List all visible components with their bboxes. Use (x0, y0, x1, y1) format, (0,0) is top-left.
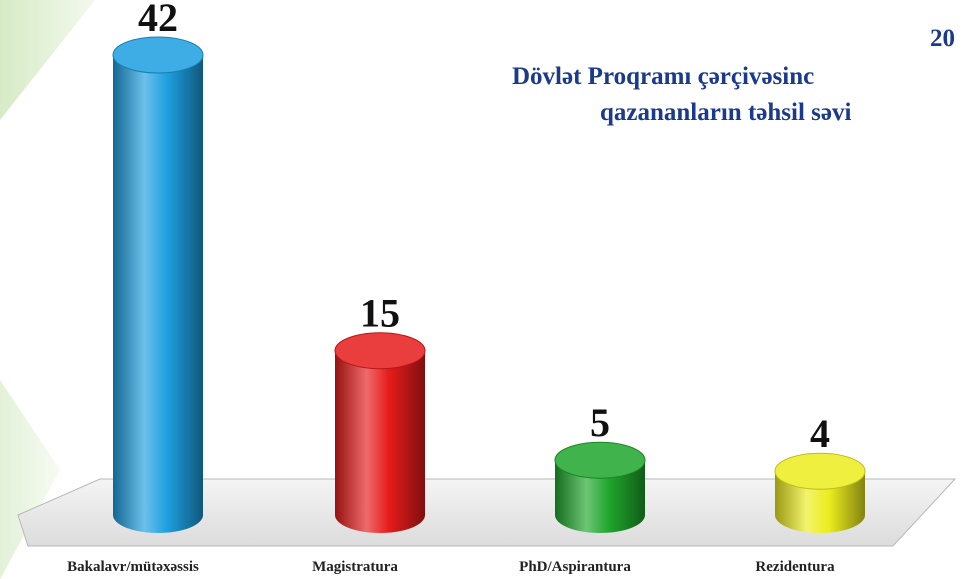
background-shape (0, 0, 95, 120)
background-shape (0, 380, 60, 579)
bar (335, 350, 425, 533)
x-tick-label: Magistratura (312, 559, 398, 575)
chart-title: 20 (930, 25, 955, 52)
value-label: 15 (360, 291, 400, 336)
x-tick-label: Rezidentura (755, 559, 835, 575)
x-tick-label: Bakalavr/mütəxəssis (67, 559, 199, 575)
bar-top (554, 441, 646, 479)
floor (17, 478, 957, 547)
bar-top (112, 36, 204, 74)
bar (113, 55, 203, 533)
value-label: 4 (810, 411, 830, 456)
chart-title: qazananların təhsil səvi (600, 99, 851, 126)
value-label: 42 (138, 0, 178, 40)
bar (555, 460, 645, 533)
value-label: 5 (590, 400, 610, 445)
chart-title: Dövlət Proqramı çərçivəsinc (512, 63, 814, 90)
bar-top (774, 452, 866, 490)
x-tick-label: PhD/Aspirantura (519, 559, 631, 575)
bar-top (334, 332, 426, 370)
